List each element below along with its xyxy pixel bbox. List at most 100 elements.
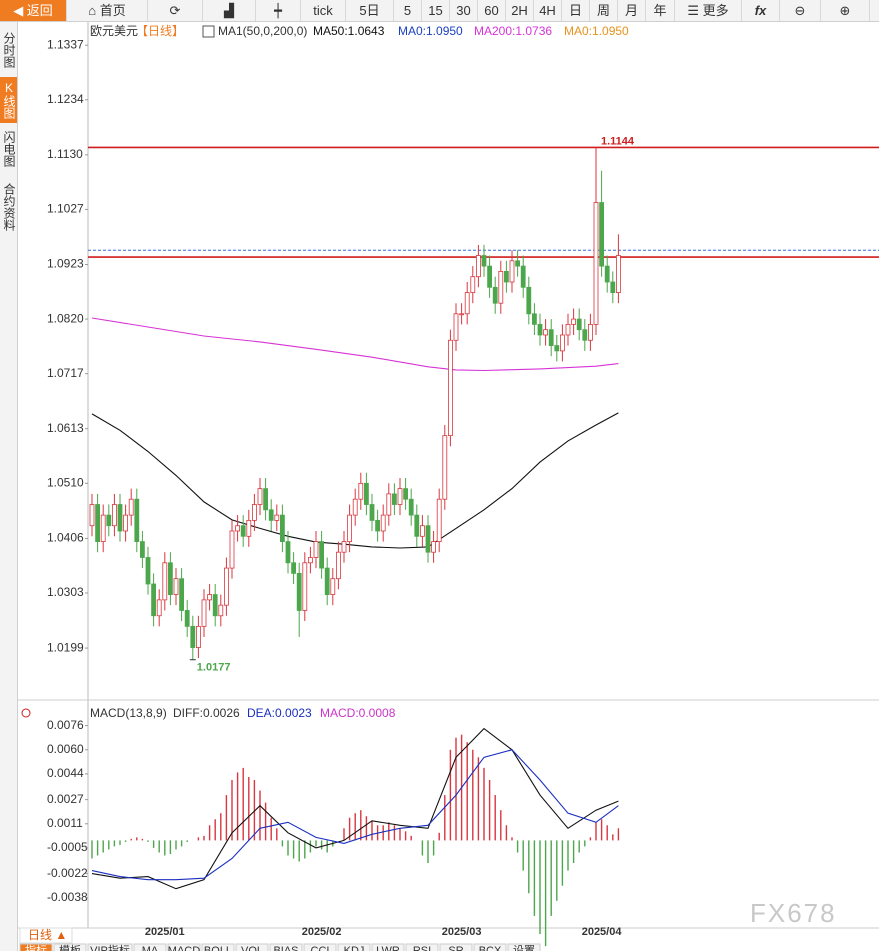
more-label: 更多 <box>702 3 729 18</box>
back-button[interactable]: ◀ 返回 <box>0 0 67 21</box>
y-tick-label: 0.0076 <box>47 718 84 732</box>
footer-tab-bg <box>405 943 439 951</box>
formula-button[interactable]: fx <box>742 0 780 21</box>
candle-body <box>397 488 403 505</box>
home-button[interactable]: ⌂ 首页 <box>67 0 148 21</box>
candle-body <box>162 562 168 601</box>
y-tick-label: 0.0060 <box>47 742 84 756</box>
candle-body <box>263 488 269 511</box>
candle-body <box>268 509 274 521</box>
indicator-icon[interactable] <box>202 25 215 38</box>
period-button[interactable]: 4H <box>534 0 562 21</box>
zoom-in-button[interactable]: ⊕ <box>821 0 870 21</box>
y-tick-label: 1.0820 <box>47 311 84 325</box>
footer-tab[interactable]: BCX <box>479 945 502 951</box>
period-button[interactable]: 15 <box>422 0 450 21</box>
side-tab[interactable]: 合约资料 <box>2 183 16 231</box>
candle-body <box>319 541 325 569</box>
y-tick-label: 1.1234 <box>47 92 84 106</box>
candle-body <box>403 488 409 500</box>
footer-tab[interactable]: LWR <box>376 945 400 951</box>
footer-tab[interactable]: VIP指标 <box>90 943 130 951</box>
candle-body <box>593 202 599 325</box>
period-button[interactable]: 5日 <box>346 0 394 21</box>
footer-tab[interactable]: RSI <box>413 945 431 951</box>
footer-tab[interactable]: 模板 <box>59 943 81 951</box>
candle-body <box>492 286 498 304</box>
candle-body <box>408 498 414 516</box>
candle-body <box>369 504 375 521</box>
footer-tab[interactable]: 设置 <box>513 944 535 951</box>
period-button[interactable]: 30 <box>450 0 478 21</box>
settings-icon[interactable] <box>21 708 31 718</box>
side-tab[interactable]: K线图 <box>0 77 17 123</box>
candle-body <box>235 525 241 532</box>
footer-tab[interactable]: KDJ <box>344 945 365 951</box>
footer-tab-bg <box>439 943 473 951</box>
candle-body <box>520 265 526 288</box>
candle-body <box>341 541 347 553</box>
candle-body <box>285 541 291 564</box>
candle-body <box>498 271 504 304</box>
period-button[interactable]: 年 <box>646 0 675 21</box>
period-button[interactable]: 2H <box>506 0 534 21</box>
candle-body <box>475 255 481 278</box>
macd-line <box>91 727 619 890</box>
period-box <box>19 927 73 944</box>
candle-body <box>431 541 437 553</box>
candle-body <box>582 329 588 341</box>
footer-tab-bg <box>337 943 371 951</box>
period-button[interactable]: 周 <box>590 0 618 21</box>
footer-tab[interactable]: BIAS <box>273 945 298 951</box>
zoom-out-button[interactable]: ⊖ <box>780 0 821 21</box>
footer-tab[interactable]: 指标 <box>25 943 47 951</box>
candle-body <box>134 498 140 542</box>
footer-tab[interactable]: CCI <box>311 945 330 951</box>
footer-tab-bg <box>167 943 201 951</box>
y-tick-label: 1.1027 <box>47 202 84 216</box>
candle-body <box>459 313 465 316</box>
footer-tab[interactable]: MACD <box>168 945 200 951</box>
y-tick-label: 1.0613 <box>47 421 84 435</box>
footer-period[interactable]: 日线 ▲ <box>28 928 67 942</box>
period-button[interactable]: 5 <box>394 0 422 21</box>
side-tab[interactable]: 闪电图 <box>2 131 16 167</box>
panel-title: MACD(13,8,9) <box>90 706 167 720</box>
home-label: 首页 <box>99 3 126 18</box>
candle-body <box>156 599 162 617</box>
candle-body <box>616 255 621 293</box>
watermark: FX678 <box>750 898 837 928</box>
chart-title: 欧元美元 <box>90 24 138 38</box>
period-button[interactable]: 60 <box>478 0 506 21</box>
footer-tab[interactable]: SR <box>448 945 463 951</box>
chart-type-button[interactable]: ▟ <box>203 0 256 21</box>
candle-type-button[interactable]: ┿ <box>256 0 301 21</box>
period-button[interactable]: tick <box>301 0 346 21</box>
moving-average <box>91 412 619 549</box>
candle-body <box>184 610 190 627</box>
candle-body <box>330 578 336 595</box>
footer-tab[interactable]: BOLL <box>204 945 232 951</box>
refresh-button[interactable]: ⟳ <box>148 0 203 21</box>
y-tick-label: 1.0303 <box>47 585 84 599</box>
footer-tab[interactable]: VOL <box>241 945 263 951</box>
candle-body <box>375 520 381 532</box>
candle-body <box>279 514 285 542</box>
candle-body <box>515 260 520 267</box>
y-tick-label: 1.1337 <box>47 37 84 51</box>
footer-tab[interactable]: MA <box>142 945 159 951</box>
y-tick-label: -0.0038 <box>47 890 88 904</box>
footer-tab-bg <box>53 943 87 951</box>
period-button[interactable]: 日 <box>562 0 590 21</box>
y-tick-label: 1.0199 <box>47 640 84 654</box>
more-button[interactable]: ☰ 更多 <box>675 0 742 21</box>
legend-item: DIFF:0.0026 <box>173 706 240 720</box>
y-tick-label: 1.1130 <box>47 147 83 161</box>
side-tab[interactable]: 分时图 <box>2 32 16 68</box>
candle-body <box>179 578 185 611</box>
period-button[interactable]: 月 <box>618 0 646 21</box>
candle-body <box>358 482 364 500</box>
candle-body <box>251 504 257 521</box>
candle-body <box>302 562 308 611</box>
